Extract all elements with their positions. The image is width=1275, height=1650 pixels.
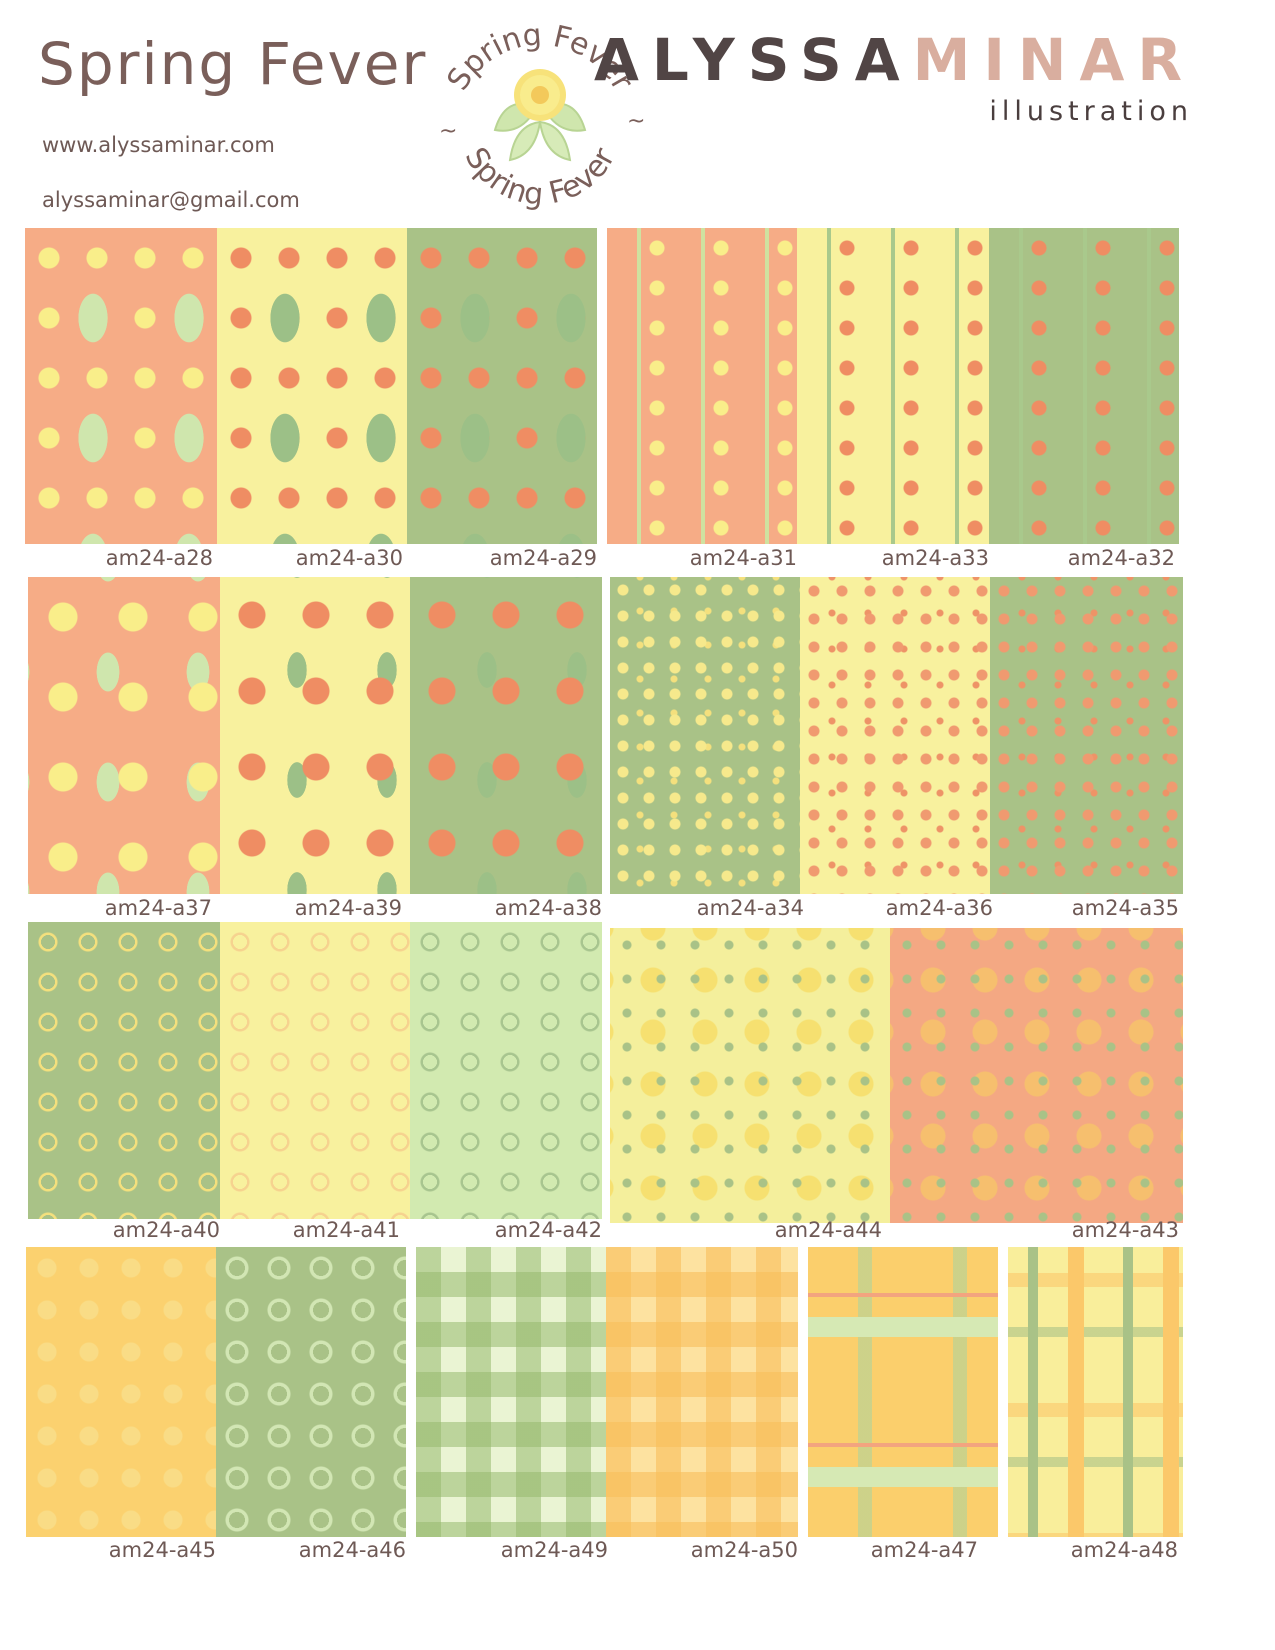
swatch-am24-a45 bbox=[26, 1247, 216, 1537]
swatch-label: am24-a43 bbox=[1071, 1218, 1179, 1242]
website-link[interactable]: www.alyssaminar.com bbox=[42, 133, 275, 157]
swatch-am24-a38 bbox=[410, 577, 602, 894]
swatch-label: am24-a38 bbox=[494, 896, 602, 920]
swatch-label: am24-a46 bbox=[298, 1538, 406, 1562]
collection-title: Spring Fever bbox=[38, 30, 428, 98]
swatch-label: am24-a37 bbox=[104, 896, 212, 920]
swatch-am24-a43 bbox=[890, 928, 1183, 1223]
swatch-label: am24-a39 bbox=[294, 896, 402, 920]
swatch-label: am24-a41 bbox=[292, 1218, 400, 1242]
swatch-am24-a41 bbox=[220, 922, 410, 1219]
flower-icon bbox=[493, 69, 587, 162]
email-link[interactable]: alyssaminar@gmail.com bbox=[42, 188, 300, 212]
swatch-label: am24-a30 bbox=[295, 546, 403, 570]
spring-fever-badge: Spring Fever Spring Fever ~ ~ bbox=[439, 18, 645, 213]
swatch-am24-a33 bbox=[797, 228, 989, 544]
swatch-label: am24-a34 bbox=[696, 896, 804, 920]
swatch-am24-a47 bbox=[808, 1247, 998, 1537]
swatch-am24-a35 bbox=[990, 577, 1183, 894]
swatch-am24-a39 bbox=[220, 577, 410, 894]
swatch-am24-a50 bbox=[606, 1247, 798, 1537]
swatch-label: am24-a29 bbox=[489, 546, 597, 570]
swatch-label: am24-a32 bbox=[1067, 546, 1175, 570]
brand-logo: ALYSSAMINAR bbox=[594, 26, 1195, 94]
swatch-label: am24-a28 bbox=[105, 546, 213, 570]
swatch-label: am24-a44 bbox=[774, 1218, 882, 1242]
swatch-am24-a40 bbox=[28, 922, 220, 1219]
swatch-label: am24-a47 bbox=[870, 1538, 978, 1562]
brand-first: ALYSSA bbox=[593, 26, 913, 94]
swatch-label: am24-a45 bbox=[108, 1538, 216, 1562]
swatch-am24-a29 bbox=[407, 228, 597, 544]
badge-separator-right: ~ bbox=[627, 109, 645, 134]
swatch-label: am24-a40 bbox=[112, 1218, 220, 1242]
swatch-am24-a36 bbox=[800, 577, 990, 894]
swatch-am24-a48 bbox=[1008, 1247, 1183, 1537]
badge-text-bottom: Spring Fever bbox=[458, 142, 623, 213]
brand-last: MINAR bbox=[912, 26, 1195, 94]
swatch-am24-a30 bbox=[217, 228, 407, 544]
swatch-am24-a42 bbox=[410, 922, 602, 1219]
swatch-label: am24-a48 bbox=[1070, 1538, 1178, 1562]
swatch-label: am24-a35 bbox=[1071, 896, 1179, 920]
swatch-am24-a31 bbox=[607, 228, 797, 544]
swatch-am24-a49 bbox=[416, 1247, 606, 1537]
swatch-am24-a37 bbox=[28, 577, 220, 894]
swatch-label: am24-a49 bbox=[500, 1538, 608, 1562]
swatch-am24-a32 bbox=[989, 228, 1179, 544]
swatch-am24-a46 bbox=[216, 1247, 406, 1537]
swatch-label: am24-a42 bbox=[494, 1218, 602, 1242]
swatch-am24-a34 bbox=[610, 577, 800, 894]
swatch-am24-a44 bbox=[610, 928, 890, 1223]
brand-subtitle: illustration bbox=[989, 96, 1193, 127]
badge-separator-left: ~ bbox=[439, 119, 457, 144]
swatch-label: am24-a36 bbox=[885, 896, 993, 920]
swatch-label: am24-a31 bbox=[689, 546, 797, 570]
swatch-label: am24-a50 bbox=[690, 1538, 798, 1562]
swatch-am24-a28 bbox=[25, 228, 217, 544]
swatch-label: am24-a33 bbox=[881, 546, 989, 570]
